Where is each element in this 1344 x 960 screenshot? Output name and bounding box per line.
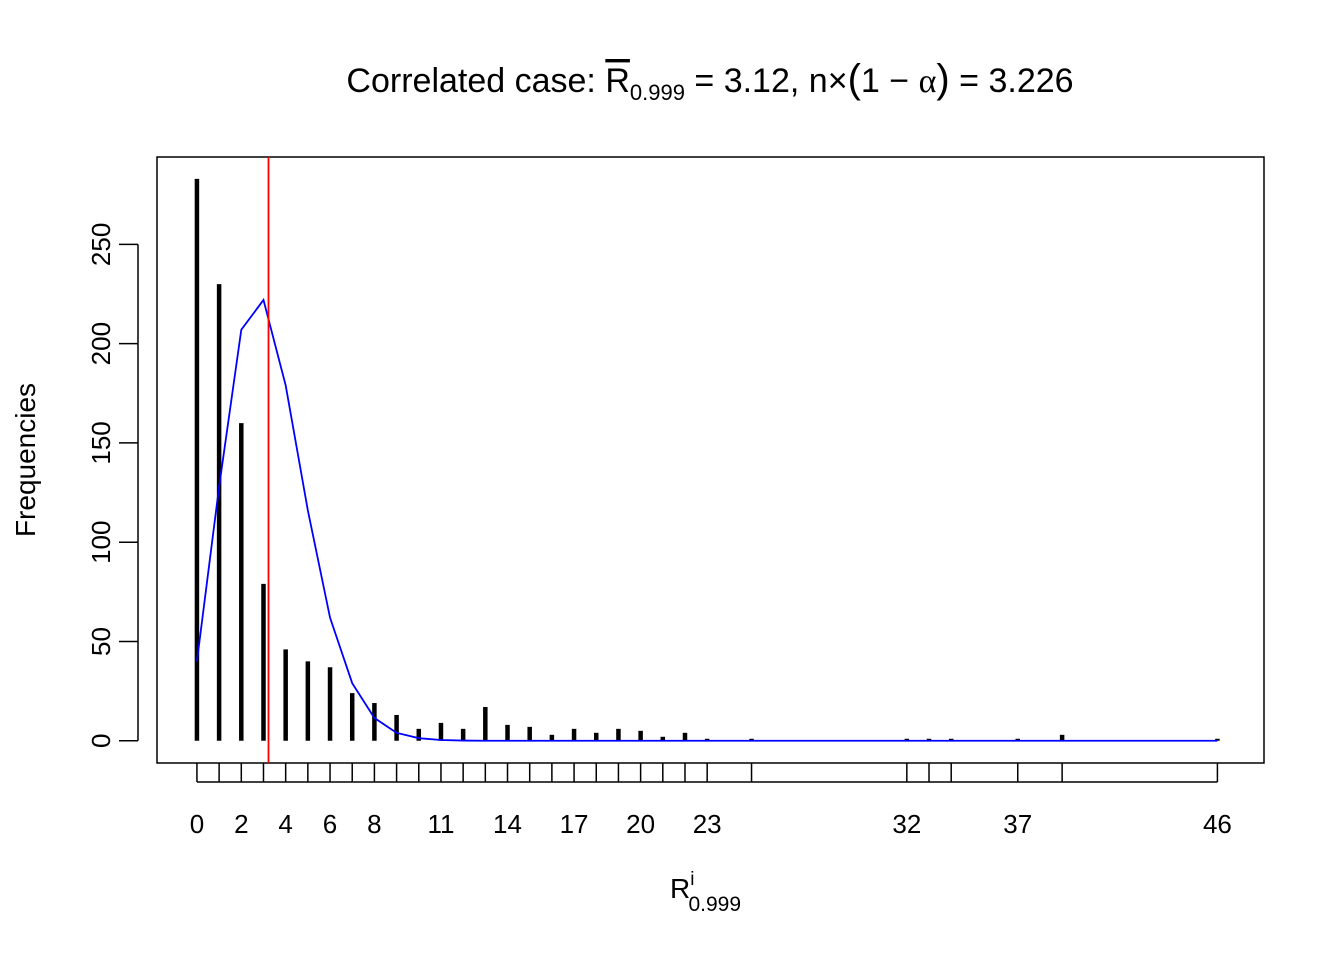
title-prefix: Correlated case: (346, 62, 605, 100)
y-tick-label-50: 50 (86, 627, 116, 656)
x-axis-label-main: R (670, 873, 690, 904)
title-open-paren: ( (848, 57, 862, 101)
x-tick-label-0: 0 (190, 809, 204, 839)
title-rbar-subscript: 0.999 (630, 80, 685, 105)
title-one-minus: 1 − (861, 62, 919, 100)
title-close-paren: ) (936, 57, 949, 101)
chart-title: Correlated case: R0.999 = 3.12, n×(1 − α… (346, 57, 1073, 105)
x-tick-label-14: 14 (493, 809, 522, 839)
x-tick-label-20: 20 (626, 809, 655, 839)
y-tick-label-200: 200 (86, 322, 116, 365)
title-n-symbol: n (809, 62, 828, 100)
x-axis: 0 2 4 6 8 11 14 17 20 23 32 37 46 (190, 763, 1232, 839)
x-axis-label: Ri 0.999 (670, 869, 741, 916)
x-tick-label-6: 6 (323, 809, 337, 839)
y-axis-label: Frequencies (10, 383, 41, 537)
x-tick-label-32: 32 (892, 809, 921, 839)
x-tick-label-2: 2 (234, 809, 248, 839)
x-axis-label-subscript: 0.999 (688, 893, 741, 916)
x-tick-label-4: 4 (278, 809, 292, 839)
x-tick-label-8: 8 (367, 809, 381, 839)
title-times-symbol: × (828, 62, 848, 100)
y-tick-label-150: 150 (86, 421, 116, 464)
x-tick-label-46: 46 (1203, 809, 1232, 839)
title-rbar-value: = 3.12, (685, 62, 809, 100)
plot-frame (156, 156, 1265, 764)
y-axis: 0 50 100 150 200 250 (86, 223, 139, 748)
title-rbar-symbol: R (605, 62, 630, 100)
x-tick-label-23: 23 (693, 809, 722, 839)
bar-series (194, 178, 1220, 741)
y-tick-label-100: 100 (86, 521, 116, 564)
x-tick-label-17: 17 (560, 809, 589, 839)
y-tick-label-0: 0 (86, 734, 116, 748)
x-tick-label-11: 11 (427, 809, 454, 839)
poisson-curve (196, 297, 1218, 742)
x-tick-label-37: 37 (1003, 809, 1032, 839)
title-alpha-symbol: α (919, 63, 937, 100)
title-nalpha-value: = 3.226 (950, 62, 1074, 100)
y-tick-label-250: 250 (86, 223, 116, 266)
x-axis-label-superscript: i (690, 869, 694, 890)
